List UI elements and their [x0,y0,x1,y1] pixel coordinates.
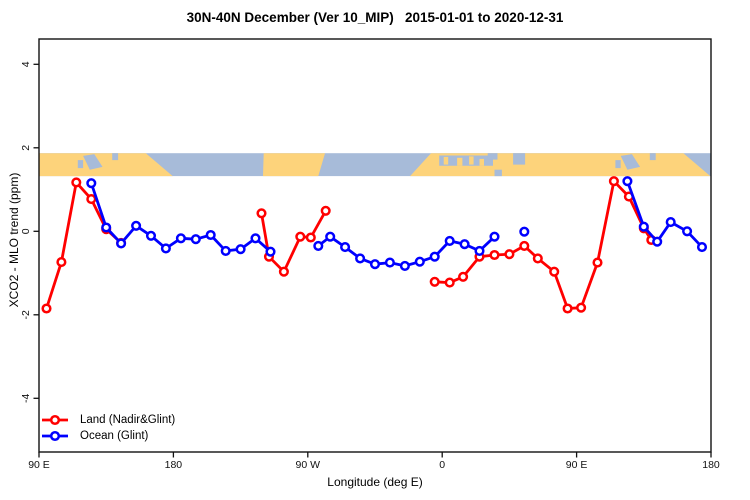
svg-text:180: 180 [165,459,183,471]
ocean-series-symbol-icon [42,430,68,442]
svg-text:180: 180 [702,459,720,471]
svg-text:0: 0 [439,459,445,471]
y-axis-label: XCO2 - MLO trend (ppm) [7,172,21,308]
legend: Land (Nadir&Glint) Ocean (Glint) [41,412,175,444]
svg-text:2: 2 [20,145,32,151]
svg-text:90 E: 90 E [566,459,588,471]
legend-label-ocean: Ocean (Glint) [80,430,149,442]
svg-text:0: 0 [20,228,32,234]
legend-item-land: Land (Nadir&Glint) [41,412,175,428]
svg-text:-4: -4 [20,393,32,402]
chart-title: 30N-40N December (Ver 10_MIP) 2015-01-01… [186,10,564,25]
svg-text:90 E: 90 E [28,459,50,471]
svg-text:4: 4 [20,61,32,67]
land-series-symbol-icon [42,414,68,426]
svg-text:-2: -2 [20,310,32,319]
legend-item-ocean: Ocean (Glint) [41,428,175,444]
svg-text:90 W: 90 W [296,459,321,471]
x-axis-label: Longitude (deg E) [327,475,423,489]
legend-label-land: Land (Nadir&Glint) [80,414,176,426]
